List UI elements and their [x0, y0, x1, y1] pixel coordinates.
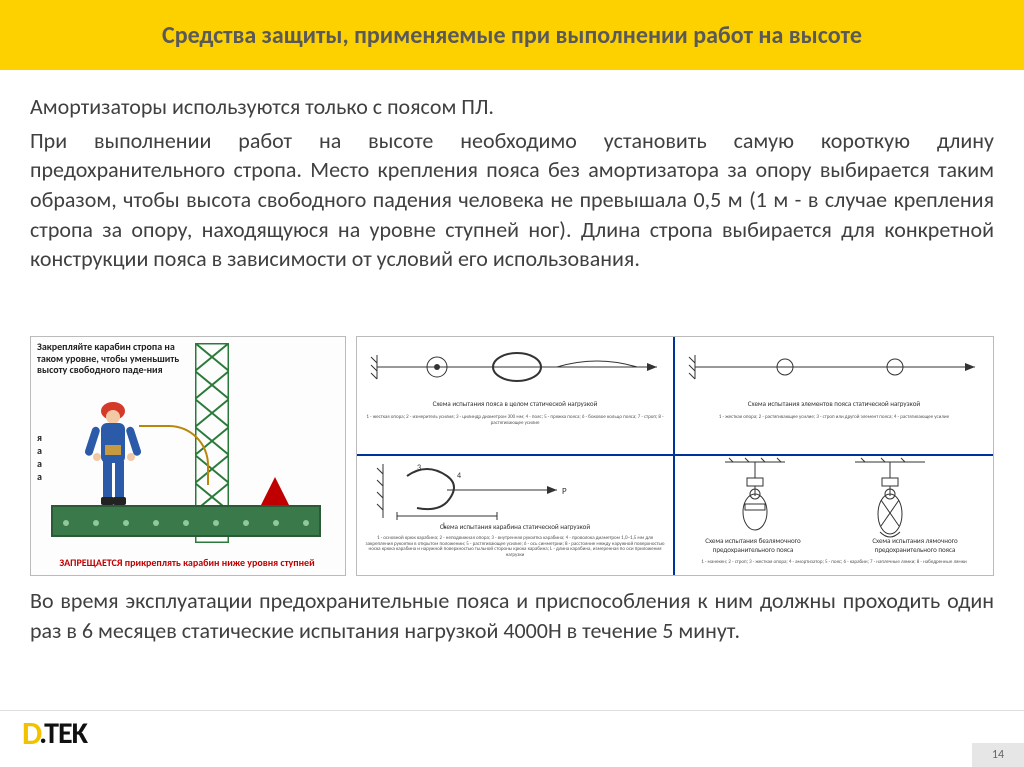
scheme-tr-legend: 1 - жесткая опора; 2 - растягивающее уси… — [683, 415, 985, 421]
worker-icon — [79, 399, 149, 509]
scheme-tl-title: Схема испытания пояса в целом статическо… — [361, 399, 669, 408]
figure-left-caption: Закрепляйте карабин стропа на таком уров… — [37, 341, 187, 376]
logo-rest: .TEK — [39, 715, 87, 752]
scheme-tl-drawing — [357, 337, 673, 407]
svg-text:3: 3 — [417, 463, 421, 473]
scheme-tl-legend: 1 - жесткая опора; 2 - измеритель усилия… — [365, 415, 665, 426]
figure-row: Закрепляйте карабин стропа на таком уров… — [30, 336, 994, 576]
scheme-bl-title: Схема испытания карабина статической наг… — [361, 522, 669, 531]
scheme-top-left: Схема испытания пояса в целом статическо… — [357, 337, 675, 456]
svg-text:P: P — [562, 486, 567, 497]
slide: Средства защиты, применяемые при выполне… — [0, 0, 1024, 767]
paragraph-2: При выполнении работ на высоте необходим… — [30, 126, 994, 274]
scheme-bottom-left: P L 3 4 Схема испытания карабина статиче… — [357, 456, 675, 575]
scheme-top-right: Схема испытания элементов пояса статичес… — [675, 337, 993, 456]
arrow-up-icon — [261, 477, 289, 505]
figure-test-schemes: Схема испытания пояса в целом статическо… — [356, 336, 994, 576]
svg-text:4: 4 — [457, 471, 461, 481]
scheme-tr-title: Схема испытания элементов пояса статичес… — [679, 399, 989, 408]
slide-title: Средства защиты, применяемые при выполне… — [162, 21, 862, 50]
figure-left-warning: ЗАПРЕЩАЕТСЯ прикреплять карабин ниже уро… — [37, 556, 337, 569]
scheme-bl-legend: 1 - основной крюк карабина; 2 - неподвиж… — [365, 536, 665, 558]
page-number: 14 — [972, 743, 1024, 767]
scheme-br-legend: 1 - манекен; 2 - строп; 3 - жесткая опор… — [683, 560, 985, 566]
body-text-block: Амортизаторы используются только с поясо… — [30, 92, 994, 274]
scheme-br-left-title: Схема испытания безлямочного предохранит… — [683, 536, 823, 554]
scheme-tr-drawing — [675, 337, 993, 407]
scheme-br-right-title: Схема испытания лямочного предохранитель… — [845, 536, 985, 554]
paragraph-3: Во время эксплуатации предохранительные … — [30, 586, 994, 645]
footer: D.TEK 14 — [0, 711, 1024, 767]
dtek-logo: D.TEK — [22, 714, 87, 753]
title-bar: Средства защиты, применяемые при выполне… — [0, 0, 1024, 70]
scheme-bl-drawing: P L 3 4 — [357, 456, 673, 532]
steel-beam-icon — [51, 505, 321, 537]
paragraph-1: Амортизаторы используются только с поясо… — [30, 92, 994, 122]
figure-worker-safety: Закрепляйте карабин стропа на таком уров… — [30, 336, 346, 576]
scheme-br-drawing — [675, 456, 993, 542]
figure-left-side-letters: я а а а — [37, 431, 42, 483]
scheme-bottom-right: Схема испытания безлямочного предохранит… — [675, 456, 993, 575]
